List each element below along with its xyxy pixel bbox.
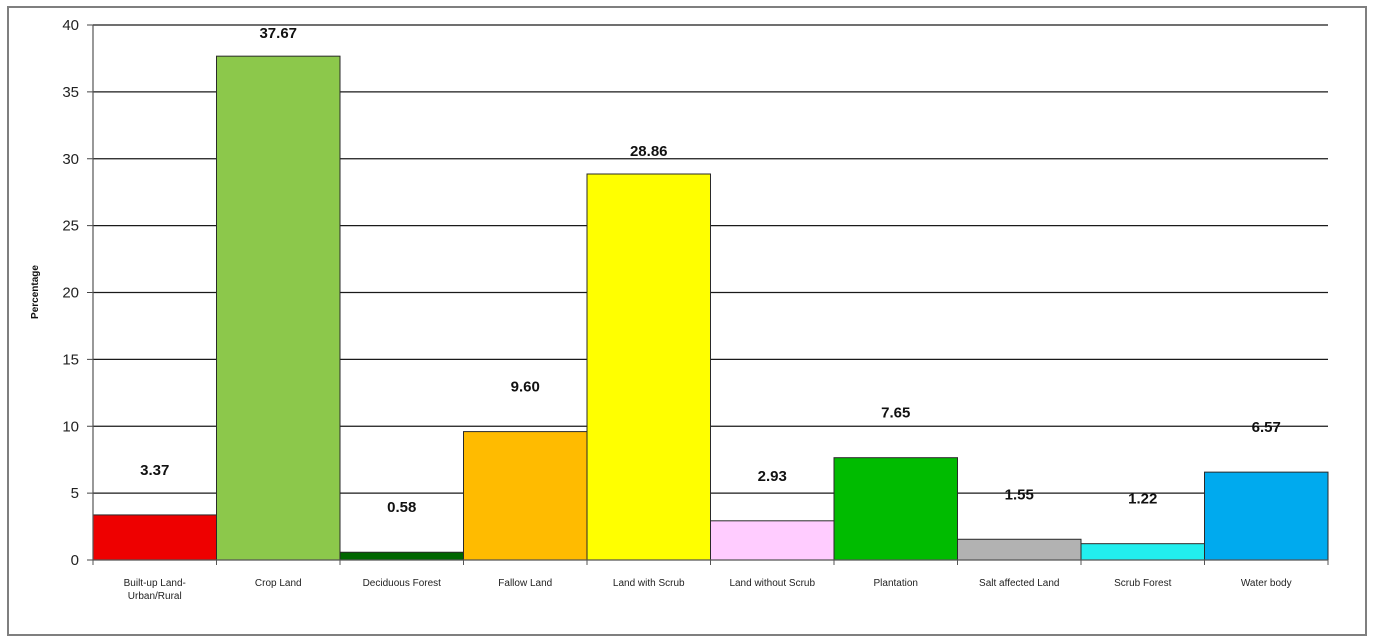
data-label: 2.93: [758, 468, 787, 485]
y-axis-label: Percentage: [30, 265, 41, 319]
data-label: 6.57: [1252, 419, 1281, 436]
bars: [92, 55, 1329, 561]
x-tick-label: Urban/Rural: [128, 591, 182, 602]
y-tick-label: 40: [62, 17, 79, 34]
x-tick-label: Deciduous Forest: [363, 578, 442, 589]
x-tick-label: Land with Scrub: [613, 578, 685, 589]
data-label: 7.65: [881, 405, 910, 422]
y-tick-label: 20: [62, 285, 79, 302]
axes: 0 5 10 15 20 25 30 35 40 Built-up Land- Urban/Rura…: [62, 17, 1329, 602]
data-label: 37.67: [259, 25, 297, 42]
x-tick-label: Plantation: [874, 578, 918, 589]
data-label: 1.55: [1005, 486, 1034, 503]
y-tick-label: 35: [62, 84, 79, 101]
data-label: 9.60: [511, 379, 540, 396]
data-label: 0.58: [387, 499, 416, 516]
y-tick-label: 5: [71, 485, 79, 502]
bar: [1080, 543, 1205, 561]
y-tick-label: 10: [62, 418, 79, 435]
value-labels: 3.37 37.67 0.58 9.60 28.86 2.93 7.65 1.55 1.22 6.…: [140, 25, 1281, 516]
y-tick-label: 0: [71, 552, 79, 569]
data-label: 28.86: [630, 143, 668, 160]
bar: [1204, 471, 1329, 561]
data-label: 3.37: [140, 462, 169, 479]
y-tick-label: 30: [62, 151, 79, 168]
bar: [586, 173, 711, 561]
x-tick-label: Salt affected Land: [979, 578, 1059, 589]
bar: [957, 538, 1082, 561]
bar: [216, 55, 341, 561]
bar: [463, 431, 588, 561]
bar: [339, 551, 464, 561]
x-tick-label: Water body: [1241, 578, 1292, 589]
x-tick-label: Land without Scrub: [729, 578, 815, 589]
x-tick-label: Scrub Forest: [1114, 578, 1171, 589]
x-tick-label: Fallow Land: [498, 578, 552, 589]
y-tick-label: 15: [62, 351, 79, 368]
data-label: 1.22: [1128, 491, 1157, 508]
x-tick-label: Built-up Land-: [124, 578, 186, 589]
bar: [833, 457, 958, 561]
bar: [92, 514, 217, 561]
bar: [710, 520, 835, 561]
x-tick-label: Crop Land: [255, 578, 302, 589]
y-tick-label: 25: [62, 218, 79, 235]
